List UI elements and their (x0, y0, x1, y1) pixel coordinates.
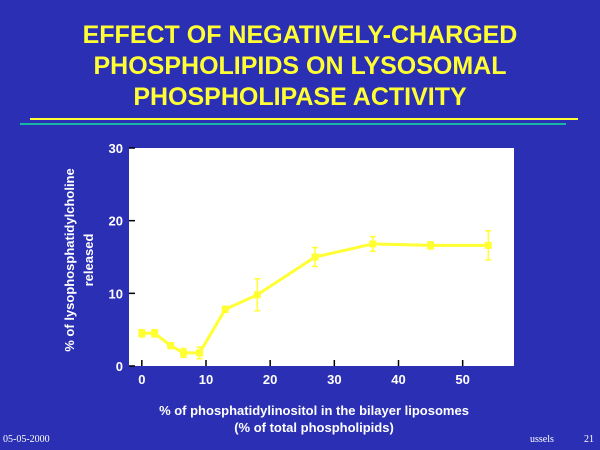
footer-location: ussels (530, 434, 554, 445)
data-point (484, 241, 492, 249)
title-line-1: EFFECT OF NEGATIVELY-CHARGED (82, 21, 518, 49)
data-point (180, 349, 188, 357)
title-rule-yellow (30, 118, 578, 120)
data-point (167, 342, 175, 350)
y-axis-title-line-1: % of lysophosphatidylcholine (62, 168, 77, 351)
x-tick-label-10: 10 (199, 372, 213, 387)
footer-date: 05-05-2000 (3, 434, 50, 445)
data-point (253, 291, 261, 299)
y-tick-label-20: 20 (109, 214, 123, 229)
data-point (151, 329, 159, 337)
y-tick-label-0: 0 (116, 359, 123, 374)
y-axis-title-line-2: released (81, 234, 96, 287)
footer-page-number: 21 (584, 434, 594, 445)
x-tick-label-40: 40 (391, 372, 405, 387)
title-rule-teal (20, 123, 566, 125)
x-axis-title-line-2: (% of total phospholipids) (234, 420, 394, 435)
y-tick-label-10: 10 (109, 286, 123, 301)
data-point (369, 240, 377, 248)
x-tick-label-20: 20 (263, 372, 277, 387)
y-tick-label-30: 30 (109, 141, 123, 156)
x-tick-label-30: 30 (327, 372, 341, 387)
data-point (138, 329, 146, 337)
x-tick-label-50: 50 (455, 372, 469, 387)
data-point (221, 305, 229, 313)
data-point (196, 349, 204, 357)
x-tick-label-0: 0 (138, 372, 145, 387)
x-axis-title-line-1: % of phosphatidylinositol in the bilayer… (159, 403, 469, 418)
title-line-3: PHOSPHOLIPASE ACTIVITY (133, 83, 467, 111)
title-line-2: PHOSPHOLIPIDS ON LYSOSOMAL (93, 52, 507, 80)
data-point (427, 241, 435, 249)
slide-title: EFFECT OF NEGATIVELY-CHARGED PHOSPHOLIPI… (0, 20, 600, 113)
data-point (311, 253, 319, 261)
